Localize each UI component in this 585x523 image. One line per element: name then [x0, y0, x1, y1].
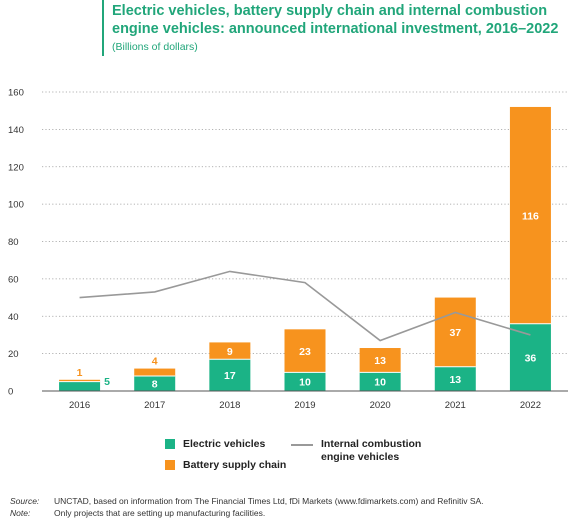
legend-swatch-battery [165, 460, 175, 470]
bar-electric [134, 376, 176, 391]
legend-label-ice: Internal combustion engine vehicles [321, 438, 422, 463]
label-battery: 37 [449, 327, 461, 339]
label-battery: 1 [77, 367, 83, 379]
bar-electric [209, 359, 251, 391]
chart-legend: Electric vehicles Battery supply chain I… [165, 438, 465, 478]
source-text: UNCTAD, based on information from The Fi… [54, 496, 484, 506]
y-tick-label: 0 [8, 387, 13, 398]
legend-item-battery: Battery supply chain [165, 459, 286, 472]
y-tick-label: 20 [8, 349, 19, 360]
label-electric: 17 [224, 370, 236, 382]
bar-electric [434, 366, 476, 391]
x-tick-label: 2017 [144, 400, 165, 411]
source-row: Source: UNCTAD, based on information fro… [10, 495, 484, 507]
x-tick-label: 2018 [219, 400, 240, 411]
label-electric: 10 [374, 377, 386, 389]
y-tick-label: 160 [8, 88, 24, 99]
label-battery: 4 [152, 356, 158, 368]
bar-battery [284, 329, 326, 373]
source-label: Source: [10, 496, 40, 506]
y-tick-label: 60 [8, 274, 19, 285]
y-tick-label: 140 [8, 125, 24, 136]
legend-label-electric: Electric vehicles [183, 438, 266, 450]
x-tick-label: 2020 [370, 400, 391, 411]
x-tick-label: 2019 [294, 400, 315, 411]
bar-battery [509, 106, 551, 324]
label-battery: 23 [299, 346, 311, 358]
bar-electric [59, 381, 101, 391]
bar-battery [434, 297, 476, 367]
legend-line-ice [291, 444, 313, 446]
y-tick-label: 100 [8, 200, 24, 211]
chart-subtitle: (Billions of dollars) [112, 41, 198, 53]
note-label: Note: [10, 508, 31, 518]
bar-electric [284, 372, 326, 391]
y-tick-label: 120 [8, 162, 24, 173]
label-battery: 116 [522, 210, 539, 222]
bar-battery [134, 368, 176, 377]
line-ice [79, 270, 531, 342]
title-accent-rule [102, 0, 104, 56]
legend-label-battery: Battery supply chain [183, 459, 287, 471]
label-electric: 36 [525, 352, 537, 364]
bar-battery [59, 379, 101, 382]
label-battery: 13 [374, 355, 386, 367]
x-tick-label: 2021 [445, 400, 466, 411]
note-text: Only projects that are setting up manufa… [54, 508, 266, 518]
y-tick-label: 80 [8, 237, 19, 248]
note-row: Note: Only projects that are setting up … [10, 507, 484, 519]
bar-battery [209, 342, 251, 360]
x-tick-label: 2016 [69, 400, 90, 411]
legend-item-ice: Internal combustion engine vehicles [291, 438, 421, 464]
legend-swatch-electric [165, 439, 175, 449]
y-tick-label: 40 [8, 312, 19, 323]
label-electric: 5 [104, 376, 110, 388]
label-electric: 8 [152, 379, 158, 391]
legend-item-electric: Electric vehicles [165, 438, 265, 451]
label-battery: 9 [227, 346, 233, 358]
chart-title: Electric vehicles, battery supply chain … [112, 3, 559, 37]
x-tick-label: 2022 [520, 400, 541, 411]
bar-electric [359, 372, 401, 391]
label-electric: 10 [299, 377, 311, 389]
bar-battery [359, 348, 401, 373]
chart-notes: Source: UNCTAD, based on information fro… [10, 495, 484, 519]
label-electric: 13 [449, 374, 461, 386]
